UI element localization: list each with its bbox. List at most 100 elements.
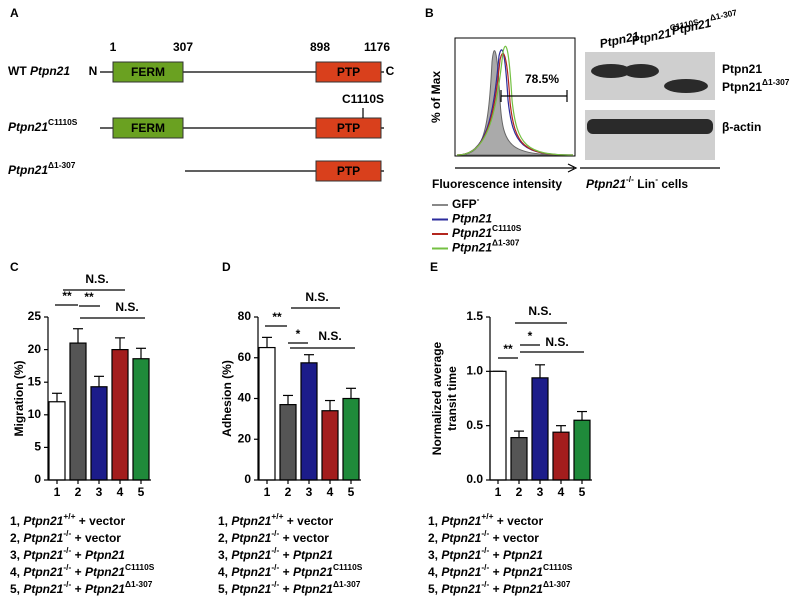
group-key-part: Ptpn21 [293,582,333,596]
group-key: 4, Ptpn21-/- + Ptpn21C1110S [218,562,363,579]
group-key-part: Ptpn21 [441,531,481,545]
x-tick-label: 2 [285,485,292,499]
group-key: 4, Ptpn21-/- + Ptpn21C1110S [428,562,573,579]
bar [111,349,129,481]
band-label: Ptpn21Δ1-307 [722,77,790,94]
group-key-part: Ptpn21 [441,548,481,562]
gate-label: 78.5% [525,72,559,86]
bar [90,386,108,481]
significance-label: N.S. [545,335,568,349]
y-axis-label: Migration (%) [12,361,26,437]
flow-frame [454,37,576,157]
construct-name-part: WT [8,64,30,78]
group-key: 3, Ptpn21-/- + Ptpn21 [218,545,333,562]
bar [279,404,297,481]
legend-entry-part: Ptpn21 [452,226,492,240]
flow-curve [456,45,574,156]
domain [315,117,382,139]
lane-label-part: Δ1-307 [709,7,738,23]
terminus: N [89,64,98,78]
group-key-part: C1110S [125,562,155,572]
legend-entry-part: Ptpn21 [452,212,492,226]
bar [132,358,150,481]
group-key-part: + [71,565,85,579]
group-key-part: Δ1-307 [125,579,153,589]
bar [573,419,591,481]
group-key-part: 1, [428,514,441,528]
bar [531,377,549,481]
group-key-part: + [489,565,503,579]
gate [500,90,568,102]
group-key-part: Ptpn21 [23,531,63,545]
legend-entry-part: Ptpn21 [452,241,492,255]
y-tick-label: 0 [34,472,41,486]
domain [112,117,184,139]
significance-label: ** [62,289,72,303]
x-tick-label: 2 [516,485,523,499]
group-key-part: +/+ [63,511,75,521]
mutation-label: C1110S [342,92,384,106]
x-tick-label: 4 [558,485,565,499]
group-key: 2, Ptpn21-/- + vector [10,528,121,545]
group-key-part: + [489,582,503,596]
band-label-part: Δ1-307 [762,77,790,87]
band-label-part: β-actin [722,120,761,134]
panel-label: D [222,260,231,274]
significance-label: ** [272,310,282,324]
x-tick-label: 5 [579,485,586,499]
group-key-part: Δ1-307 [333,579,361,589]
legend-entry-part: C1110S [492,223,522,233]
group-key-part: -/- [481,579,489,589]
y-tick-label: 40 [238,391,252,405]
bar [510,437,528,481]
significance-label: N.S. [528,304,551,318]
group-key-part: -/- [271,562,279,572]
group-key-part: -/- [271,528,279,538]
group-key-part: 4, [428,565,441,579]
group-key-part: -/- [63,579,71,589]
group-key-part: Ptpn21 [231,565,271,579]
group-key: 2, Ptpn21-/- + vector [218,528,329,545]
group-key-part: -/- [63,528,71,538]
panel-label: A [10,6,19,20]
lane-label-part: Ptpn21 [670,16,712,38]
group-key-part: Ptpn21 [293,548,333,562]
group-key: 1, Ptpn21+/+ + vector [218,511,333,528]
group-key-part: + [489,548,503,562]
legend-entry: Ptpn21 [452,212,492,226]
group-key-part: 2, [10,531,23,545]
group-key-part: Ptpn21 [441,565,481,579]
bar [342,397,360,481]
group-key-part: Ptpn21 [441,582,481,596]
group-key-part: 3, [218,548,231,562]
group-key-part: -/- [481,562,489,572]
group-key-part: Ptpn21 [441,514,481,528]
group-key-part: Ptpn21 [23,565,63,579]
group-key-part: -/- [63,562,71,572]
group-key-part: 1, [10,514,23,528]
band-label: Ptpn21 [722,62,762,76]
band [623,64,659,78]
residue-number: 898 [310,40,330,54]
x-tick-label: 5 [138,485,145,499]
residue-number: 307 [173,40,193,54]
band [591,64,631,78]
group-key-part: + vector [75,514,125,528]
bar [69,342,87,481]
group-key-part: +/+ [481,511,493,521]
y-tick-label: 60 [238,350,252,364]
group-key-part: + [279,565,293,579]
bar [552,431,570,481]
group-key-part: + [71,548,85,562]
y-tick-label: 20 [238,431,252,445]
domain-label: PTP [337,164,360,178]
group-key-part: -/- [481,528,489,538]
bar [321,410,339,481]
group-key-part: 2, [428,531,441,545]
domain [315,160,382,182]
construct-name-part: C1110S [48,117,78,127]
group-key-part: + vector [283,514,333,528]
lane-label: Ptpn21Δ1-307 [670,7,740,38]
x-tick-label: 3 [306,485,313,499]
y-tick-label: 0 [244,472,251,486]
